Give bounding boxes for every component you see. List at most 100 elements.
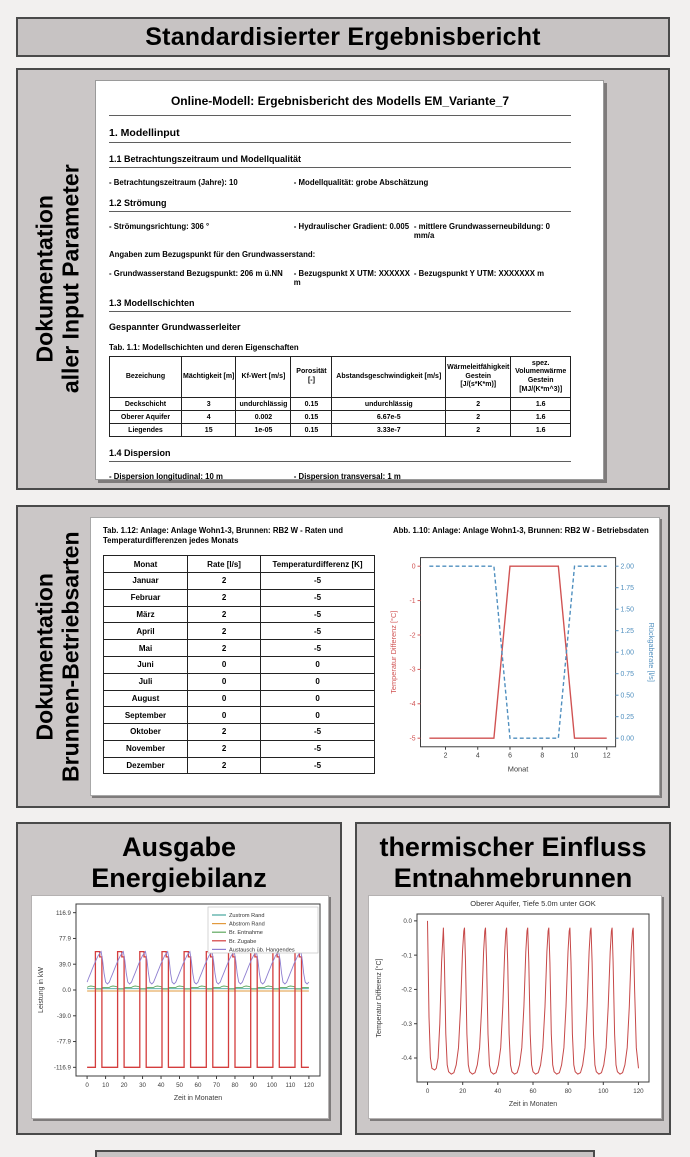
model-layers-table: Bezeichung Mächtigkeit [m] Kf-Wert [m/s] Po… [109,356,571,437]
table-cell: Februar [103,588,188,607]
left-tick-label: -3 [409,667,415,674]
table-cell: -5 [260,588,375,607]
x-tick-label: 40 [494,1088,501,1095]
table-cell: -5 [260,605,375,624]
y-tick-label: 0.0 [62,987,71,994]
table-cell: 1.6 [510,397,571,411]
table-cell: 2 [186,756,262,775]
side-label-wells: Dokumentation Brunnen-Betriebsarten [31,531,84,782]
x-tick-label: 0 [85,1082,89,1089]
table-cell: 0.15 [290,423,333,437]
table-cell: März [103,605,188,624]
table-row: Februar 2 -5 [103,588,375,607]
table-row: März 2 -5 [103,605,375,624]
x-tick-label: 40 [158,1082,165,1089]
x-tick-label: 50 [176,1082,183,1089]
side-label-input-wrap: Dokumentation aller Input Parameter [26,70,90,488]
y-tick-label: 116.9 [56,910,72,917]
y-axis-label: Leistung in kW [38,967,45,1013]
aquifer-type-label: Gespannter Grundwasserleiter [109,322,241,332]
y-tick-label: -0.1 [401,952,412,959]
x-tick-label: 100 [598,1088,609,1095]
side-label-line: Brunnen-Betriebsarten [57,531,84,782]
table-cell: 0.15 [290,410,333,424]
legend-label: Zustrom Rand [229,913,264,919]
parameter-row: - Betrachtungszeitraum (Jahre): 10 - Mod… [109,178,571,187]
figure-caption: Abb. 1.10: Anlage: Anlage Wohn1-3, Brunn… [393,526,649,535]
series-line-temperature-difference [427,920,639,1075]
panel-title-line: Entnahmebrunnen [393,863,633,894]
table-cell: Juni [103,655,188,674]
panel-title-line: thermischer Einfluss [379,832,647,862]
thermal-influence-chart: Oberer Aquifer, Tiefe 5.0m unter GOK 0.0 -… [375,899,650,1108]
table-cell: Juli [103,672,188,691]
legend-label: Austausch üb. Hangendes [229,947,295,953]
parameter-value: - Dispersion longitudinal: 10 m [109,472,223,481]
table-cell: -5 [260,572,375,590]
table-cell: 2 [186,639,262,657]
right-tick-label: 0.75 [621,671,635,678]
divider [109,115,571,116]
divider [109,142,571,143]
panel-energy-balance: Ausgabe Energiebilanz 116.9 77.9 39.0 0.0 -3… [16,822,342,1135]
table-cell: Mai [103,639,188,657]
monthly-rates-table: Monat Rate [l/s] Temperaturdifferenz [K] Ja… [103,555,375,775]
table-cell: April [103,622,188,641]
x-tick-label: 8 [540,753,544,760]
parameter-value: - Dispersion transversal: 1 m [293,472,401,481]
y-tick-label: -0.3 [401,1021,412,1028]
side-label-line: Dokumentation [31,572,58,741]
left-tick-label: -1 [409,598,415,605]
thermal-chart-card: Oberer Aquifer, Tiefe 5.0m unter GOK 0.0 -… [368,895,662,1119]
table-cell: 2 [186,622,262,641]
next-section-peek [95,1150,595,1157]
panel-title-line: Energiebilanz [91,863,267,894]
parameter-value: - Bezugspunkt Y UTM: XXXXXXX m [413,269,545,278]
table-cell: Dezember [103,756,188,775]
left-tick-label: 0 [412,564,416,571]
column-header: Kf-Wert [m/s] [235,356,292,398]
column-header: Rate [l/s] [186,555,262,574]
wells-body: Monat Rate [l/s] Temperaturdifferenz [K] Ja… [103,546,655,784]
legend-box [207,906,319,954]
parameter-value: - Strömungsrichtung: 306 ° [109,222,210,231]
left-tick-label: -5 [409,736,415,743]
table-cell: Deckschicht [109,397,182,411]
table-cell: -5 [260,756,375,775]
x-tick-label: 12 [603,753,611,760]
series-line-austausch-b-hangendes [86,950,310,985]
x-axis-label: Monat [508,765,529,774]
x-tick-label: 90 [250,1082,257,1089]
panel-well-operations: Dokumentation Brunnen-Betriebsarten Tab.… [16,505,670,808]
table-cell: 2 [186,723,262,741]
side-label-line: Dokumentation [31,195,58,363]
divider [109,167,571,168]
table-cell: -5 [260,723,375,741]
plot-area [419,557,617,748]
right-tick-label: 0.50 [621,693,635,700]
table-cell: 2 [445,423,512,437]
section-heading: 1. Modellinput [109,127,180,139]
y-tick-label: -39.0 [57,1013,72,1020]
table-cell: 2 [186,739,262,758]
table-cell: 1.6 [510,410,571,424]
table-cell: 3 [180,397,237,411]
y-tick-label: -77.9 [57,1039,72,1046]
operation-data-chart: 0 -1 -2 -3 -4 -5 2.00 1.75 1.50 1.25 1.00 0.75 0.50 0… [389,557,655,774]
captions-row: Tab. 1.12: Anlage: Anlage Wohn1-3, Brunn… [103,526,655,546]
table-row: April 2 -5 [103,622,375,641]
x-tick-label: 30 [139,1082,146,1089]
column-header: Bezeichung [109,356,182,398]
y-tick-label: -0.4 [401,1055,412,1062]
table-caption: Tab. 1.1: Modellschichten und deren Eige… [109,343,299,352]
table-cell: 2 [186,572,262,590]
column-header: Wärmeleitfähigkeit Gestein [J/(s*K*m)] [445,356,512,398]
parameter-value: - Hydraulischer Gradient: 0.005 [293,222,410,231]
table-row: August 0 0 [103,689,375,708]
table-cell: 0 [186,655,262,674]
series-line-temperature [429,565,607,740]
table-row: November 2 -5 [103,739,375,758]
wells-content-sheet: Tab. 1.12: Anlage: Anlage Wohn1-3, Brunn… [90,517,660,796]
y-tick-label: 77.9 [59,936,72,943]
table-cell: 0.002 [235,410,292,424]
